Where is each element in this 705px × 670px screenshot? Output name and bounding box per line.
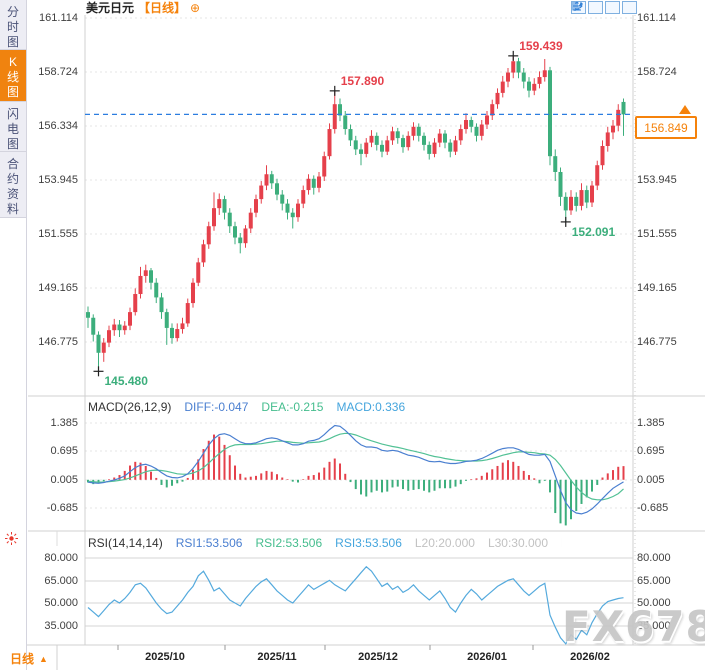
time-axis-label: 2025/12 bbox=[358, 651, 398, 663]
rsi-axis-label-right: 65.000 bbox=[637, 575, 671, 587]
macd-axis-label-right: 0.695 bbox=[637, 445, 665, 457]
price-axis-label-left: 161.114 bbox=[39, 12, 78, 24]
symbol-name: 美元日元 bbox=[86, 1, 135, 15]
macd-axis-label-left: 1.385 bbox=[50, 417, 78, 429]
rsi-axis-label-right: 80.000 bbox=[637, 552, 671, 564]
rsi-axis-label-left: 65.000 bbox=[44, 575, 78, 587]
price-axis-label-right: 153.945 bbox=[637, 174, 677, 186]
price-axis-label-right: 149.165 bbox=[637, 282, 677, 294]
price-axis-label-right: 161.114 bbox=[637, 12, 676, 24]
extreme-price-label: 152.091 bbox=[571, 224, 616, 239]
macd-diff-value: DIFF:-0.047 bbox=[184, 400, 249, 414]
rsi2-value: RSI2:53.506 bbox=[255, 536, 323, 550]
sidebar-tab-4[interactable]: 合约资料 bbox=[0, 152, 26, 218]
sidebar-tab-3[interactable]: 闪电图 bbox=[0, 102, 26, 152]
period-selector[interactable]: 日线 ▲ bbox=[10, 650, 48, 667]
chart-toolbar bbox=[571, 1, 637, 14]
caret-up-icon: ▲ bbox=[39, 653, 48, 664]
rsi-axis-label-right: 35.000 bbox=[637, 620, 671, 632]
axis-scale-icon[interactable] bbox=[572, 1, 603, 14]
time-axis-label: 2025/10 bbox=[145, 651, 185, 663]
exit-chart-icon[interactable] bbox=[574, 1, 637, 14]
add-indicator-icon[interactable]: ⊕ bbox=[190, 0, 201, 15]
chart-title: 美元日元 【日线】 ⊕ bbox=[86, 0, 200, 15]
price-axis-label-left: 153.945 bbox=[38, 174, 78, 186]
time-axis-label: 2026/02 bbox=[570, 651, 610, 663]
time-axis-label: 2025/11 bbox=[257, 651, 297, 663]
rsi-axis-label-left: 35.000 bbox=[44, 620, 78, 632]
macd-axis-label-right: 0.005 bbox=[637, 474, 665, 486]
rsi-axis-label-left: 50.000 bbox=[44, 597, 78, 609]
sidebar-tab-char: 闪 bbox=[6, 107, 19, 121]
macd-hist-value: MACD:0.336 bbox=[336, 400, 406, 414]
sidebar-tab-char: 线 bbox=[6, 70, 19, 84]
rsi-header: RSI(14,14,14) RSI1:53.506 RSI2:53.506 RS… bbox=[88, 536, 562, 550]
sidebar-tab-char: 资 bbox=[6, 187, 19, 201]
live-refresh-icon[interactable] bbox=[4, 531, 19, 546]
price-axis-label-left: 158.724 bbox=[38, 66, 78, 78]
exit-chart-icon-glyph bbox=[574, 2, 583, 11]
macd-axis-label-left: -0.685 bbox=[46, 502, 78, 514]
price-axis-label-right: 158.724 bbox=[637, 66, 677, 78]
sidebar-tab-char: 料 bbox=[6, 202, 19, 216]
sidebar-tab-char: 图 bbox=[6, 137, 19, 151]
sidebar-tab-1[interactable]: 分时图 bbox=[0, 0, 26, 50]
price-axis-label-right: 146.775 bbox=[637, 336, 677, 348]
extreme-price-label: 145.480 bbox=[104, 374, 148, 389]
watermark: FX678 bbox=[562, 602, 705, 651]
sidebar-tab-char: 分 bbox=[6, 5, 19, 19]
macd-axis-label-right: 1.385 bbox=[637, 417, 665, 429]
pan-chart-icon[interactable] bbox=[572, 1, 620, 14]
rsi-axis-label-left: 80.000 bbox=[44, 552, 78, 564]
sidebar-tab-char: 电 bbox=[6, 122, 19, 136]
period-selector-label: 日线 bbox=[10, 652, 35, 666]
macd-title: MACD(26,12,9) bbox=[88, 400, 172, 414]
price-axis-label-right: 151.555 bbox=[637, 228, 677, 240]
rsi-l30-value: L30:30.000 bbox=[487, 536, 548, 550]
macd-axis-label-right: -0.685 bbox=[637, 502, 669, 514]
rsi-l50-value: L50:5 bbox=[561, 536, 562, 550]
sidebar-tab-char: K bbox=[8, 55, 17, 69]
macd-dea-value: DEA:-0.215 bbox=[261, 400, 324, 414]
sidebar-tab-char: 时 bbox=[6, 20, 19, 34]
macd-axis-label-left: 0.695 bbox=[50, 445, 78, 457]
rsi3-value: RSI3:53.506 bbox=[335, 536, 402, 550]
rsi-l20-value: L20:20.000 bbox=[414, 536, 475, 550]
time-axis-label: 2026/01 bbox=[467, 651, 507, 663]
current-price-badge: 156.849 bbox=[635, 116, 697, 139]
rsi-axis-label-right: 50.000 bbox=[637, 597, 671, 609]
macd-axis-label-left: 0.005 bbox=[50, 474, 78, 486]
rsi1-value: RSI1:53.506 bbox=[175, 536, 243, 550]
price-axis-label-left: 149.165 bbox=[38, 282, 78, 294]
extreme-price-label: 159.439 bbox=[519, 38, 563, 53]
sidebar-tab-char: 约 bbox=[6, 172, 19, 186]
price-axis-label-left: 156.334 bbox=[38, 120, 78, 132]
extreme-price-label: 157.890 bbox=[340, 73, 385, 88]
price-axis-label-left: 146.775 bbox=[38, 336, 78, 348]
rsi-title: RSI(14,14,14) bbox=[88, 536, 163, 550]
period-tag: 【日线】 bbox=[138, 1, 187, 15]
sidebar-tab-char: 图 bbox=[6, 35, 19, 49]
price-axis-label-left: 151.555 bbox=[38, 228, 78, 240]
macd-header: MACD(26,12,9) DIFF:-0.047 DEA:-0.215 MAC… bbox=[88, 400, 405, 414]
sidebar-tab-char: 合 bbox=[6, 157, 19, 171]
sidebar-tab-char: 图 bbox=[6, 85, 19, 99]
price-up-arrow-icon bbox=[679, 105, 691, 114]
